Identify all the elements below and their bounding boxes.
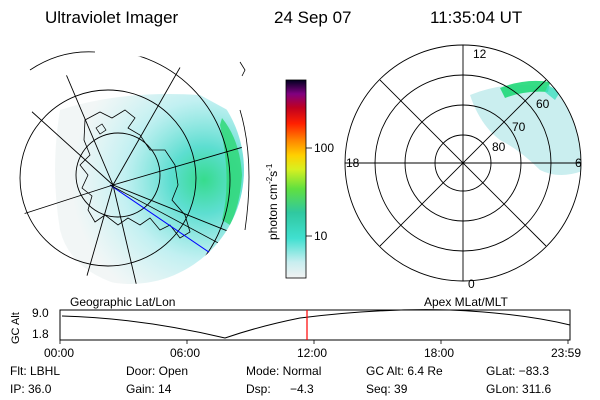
lat-label-60: 60 — [536, 97, 550, 111]
lat-label-70: 70 — [512, 120, 526, 134]
mlt-label-bottom: 0 — [468, 277, 475, 291]
filter-status: Flt: LBHL — [10, 364, 61, 378]
glat-status: GLat: −83.3 — [486, 364, 550, 378]
colorbar — [285, 79, 307, 279]
altitude-ytick-min: 1.8 — [32, 327, 49, 341]
time-tick-0600: 06:00 — [170, 346, 201, 360]
colorbar-tick-100: 100 — [314, 141, 335, 155]
aurora-bright-band-right — [500, 80, 550, 98]
altitude-plot — [59, 309, 571, 344]
time-tick-1800: 18:00 — [424, 346, 455, 360]
mlt-label-right: 6 — [575, 156, 582, 170]
magnetic-polar-plot — [344, 44, 582, 282]
mode-status: Mode: Normal — [246, 364, 322, 378]
lat-label-80: 80 — [492, 140, 506, 154]
altitude-ylabel: GC Alt — [10, 312, 22, 344]
aurora-emission-left — [55, 94, 244, 284]
instrument-title: Ultraviolet Imager — [45, 8, 179, 27]
colorbar-tick-10: 10 — [314, 229, 328, 243]
right-panel-caption: Apex MLat/MLT — [424, 295, 508, 309]
altitude-ytick-max: 9.0 — [32, 306, 49, 320]
door-status: Door: Open — [126, 364, 189, 378]
time-tick-2359: 23:59 — [551, 346, 582, 360]
coastline — [79, 109, 191, 239]
seq-status: Seq: 39 — [366, 382, 408, 396]
observation-time: 11:35:04 UT — [430, 8, 523, 27]
gc-alt-status: GC Alt: 6.4 Re — [366, 364, 443, 378]
colorbar-unit-label: photon cm-2s-1 — [265, 163, 280, 240]
mlt-label-top: 12 — [473, 47, 487, 61]
left-panel-caption: Geographic Lat/Lon — [70, 295, 176, 309]
mlt-label-left: 18 — [346, 156, 360, 170]
time-tick-1200: 12:00 — [297, 346, 328, 360]
altitude-curve — [61, 309, 571, 339]
dsp-value: −4.3 — [290, 382, 314, 396]
ip-status: IP: 36.0 — [10, 382, 52, 396]
latitude-circles — [16, 56, 244, 284]
gain-status: Gain: 14 — [126, 382, 172, 396]
longitude-lines — [19, 56, 244, 284]
dsp-label: Dsp: — [246, 382, 271, 396]
observation-date: 24 Sep 07 — [274, 8, 352, 27]
glon-status: GLon: 311.6 — [486, 382, 552, 396]
time-tick-0000: 00:00 — [44, 346, 75, 360]
aurora-emission-right — [470, 85, 581, 175]
